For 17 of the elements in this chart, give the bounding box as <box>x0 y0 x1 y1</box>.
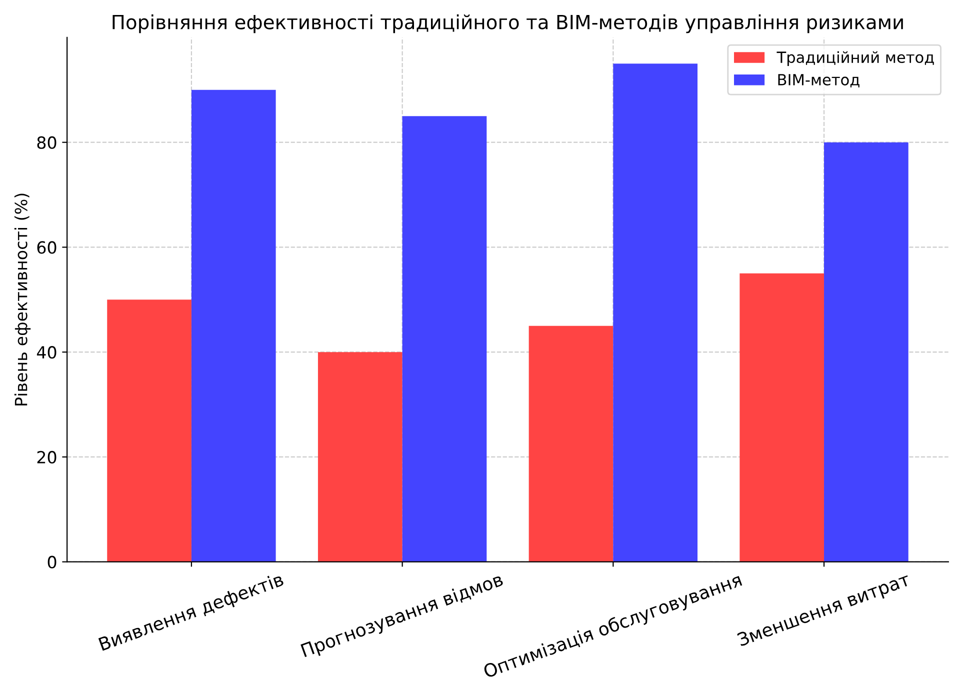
bar <box>824 142 908 562</box>
chart-title: Порівняння ефективності традиційного та BIM-методів управління ризиками <box>112 14 903 34</box>
bar <box>740 273 824 562</box>
bar <box>191 90 276 562</box>
legend-label: Традиційний метод <box>776 51 934 66</box>
bar <box>107 300 192 562</box>
y-axis-title: Рівень ефективності (%) <box>14 194 31 406</box>
bar <box>318 352 402 562</box>
bar <box>402 116 487 562</box>
bar <box>613 64 698 562</box>
y-tick-label: 40 <box>36 346 56 359</box>
y-tick-label: 60 <box>37 241 56 254</box>
y-tick-label: 80 <box>37 136 56 149</box>
y-tick-label: 20 <box>37 450 56 464</box>
y-tick-label: 0 <box>48 556 56 568</box>
legend-label: BIM-метод <box>778 74 860 88</box>
bar <box>528 326 614 562</box>
